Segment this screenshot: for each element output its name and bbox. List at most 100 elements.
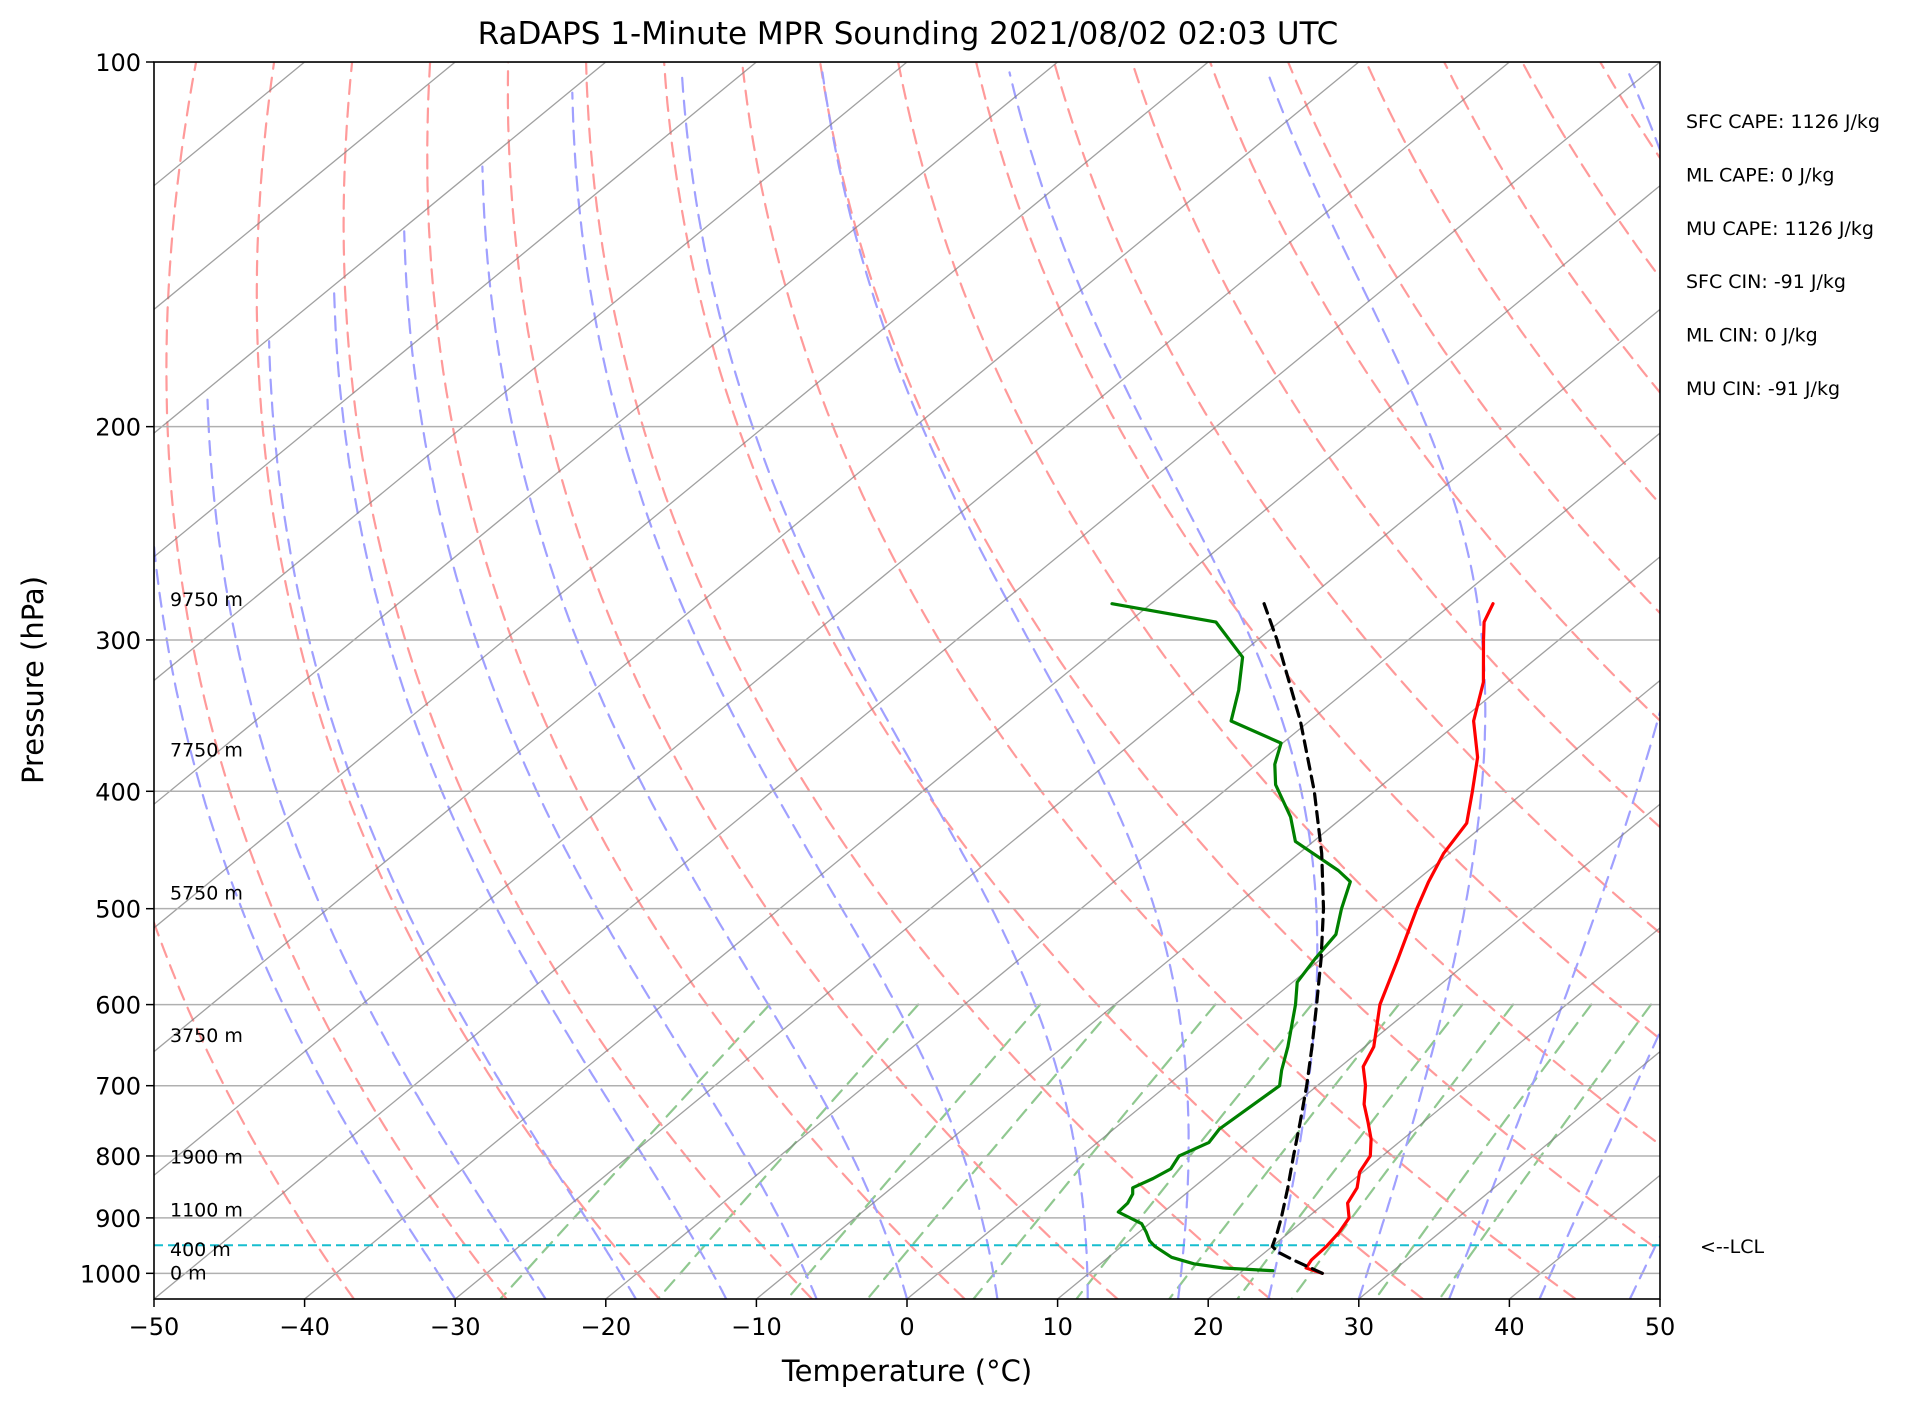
moist-adiabat-line — [571, 91, 999, 1299]
dry-adiabat-line — [1364, 62, 1660, 506]
x-axis-label: Temperature (°C) — [781, 1354, 1032, 1388]
x-axis: −50 −40 −30 −20 −10 0 10 20 30 40 50 — [129, 1299, 1676, 1341]
dry-adiabat-line — [1678, 62, 1925, 1299]
height-label: 7750 m — [170, 739, 243, 761]
dry-adiabat-line — [584, 62, 1272, 1299]
isotherm-line — [1207, 927, 1660, 1299]
y-tick-label: 900 — [95, 1205, 141, 1233]
lcl-label: <--LCL — [1700, 1236, 1764, 1258]
moist-adiabat-line — [1538, 1029, 1660, 1299]
moist-adiabat-line — [1628, 1234, 1660, 1299]
isotherm-line — [154, 62, 456, 311]
isotherm-line — [605, 432, 1660, 1299]
height-label: 1100 m — [170, 1199, 243, 1221]
isotherm-line — [154, 62, 1059, 806]
stability-index: MU CIN: -91 J/kg — [1686, 378, 1840, 400]
isobars — [154, 62, 1660, 1275]
y-tick-label: 300 — [95, 627, 141, 655]
dry-adiabats — [154, 62, 1925, 1299]
height-label: 400 m — [170, 1239, 231, 1261]
y-axis: 100 200 300 400 500 600 700 800 900 1000 — [80, 49, 154, 1288]
dry-adiabat-line — [1599, 62, 1660, 161]
moist-adiabat-line — [403, 230, 818, 1299]
mixing-ratio-line — [1438, 1003, 1653, 1299]
isotherm-line — [1659, 1298, 1660, 1299]
parcel-trace — [1262, 602, 1326, 1275]
isotherm-line — [154, 62, 607, 434]
x-tick-label: 10 — [1042, 1313, 1073, 1341]
isotherm-line — [1508, 1174, 1660, 1299]
moist-adiabat-line — [268, 340, 638, 1299]
isotherm-line — [154, 62, 908, 682]
isotherm-line — [154, 62, 1660, 1299]
isotherm-line — [304, 184, 1660, 1299]
dry-adiabat-line — [1208, 62, 1660, 723]
y-tick-label: 200 — [95, 414, 141, 442]
dry-adiabat-line — [1286, 62, 1660, 615]
moist-adiabats — [154, 71, 1660, 1299]
y-tick-label: 500 — [95, 896, 141, 924]
moist-adiabat-line — [206, 398, 547, 1299]
stability-index: SFC CAPE: 1126 J/kg — [1686, 111, 1880, 133]
y-tick-label: 800 — [95, 1143, 141, 1171]
mixing-ratio-line — [1290, 1003, 1515, 1299]
x-tick-label: −50 — [129, 1313, 180, 1341]
mixing-ratio-line — [1168, 1003, 1400, 1299]
y-tick-label: 1000 — [80, 1260, 141, 1288]
moist-adiabat-line — [821, 71, 1190, 1299]
dry-adiabat-line — [1130, 62, 1660, 829]
isotherm-line — [906, 679, 1660, 1299]
moist-adiabat-line — [1266, 71, 1487, 1299]
x-tick-label: −10 — [731, 1313, 782, 1341]
dry-adiabat-line — [154, 919, 355, 1299]
height-label: 3750 m — [170, 1025, 243, 1047]
dry-adiabat-line — [1756, 62, 1925, 1299]
plot-area — [154, 62, 1925, 1299]
x-tick-label: 0 — [899, 1313, 914, 1341]
dry-adiabat-line — [662, 62, 1425, 1299]
mixing-ratio-line — [866, 1003, 1117, 1299]
dry-adiabat-line — [818, 62, 1660, 1253]
stability-indices: SFC CAPE: 1126 J/kg ML CAPE: 0 J/kg MU CAP… — [1686, 111, 1880, 400]
stability-index: ML CIN: 0 J/kg — [1686, 325, 1818, 347]
y-tick-label: 600 — [95, 992, 141, 1020]
moist-adiabat-line — [680, 71, 1089, 1299]
moist-adiabat-line — [1008, 71, 1319, 1299]
stability-index: MU CAPE: 1126 J/kg — [1686, 218, 1874, 240]
x-tick-label: 50 — [1645, 1313, 1676, 1341]
y-tick-label: 400 — [95, 778, 141, 806]
isotherm-line — [154, 62, 757, 558]
dry-adiabat-line — [740, 62, 1577, 1299]
isotherm-line — [755, 555, 1660, 1299]
x-tick-label: −20 — [580, 1313, 631, 1341]
chart-title: RaDAPS 1-Minute MPR Sounding 2021/08/02 … — [478, 16, 1339, 52]
dry-adiabat-line — [1443, 62, 1660, 395]
dry-adiabat-line — [506, 62, 1119, 1299]
isotherm-line — [454, 308, 1660, 1299]
x-tick-label: 20 — [1193, 1313, 1224, 1341]
dry-adiabat-line — [255, 62, 661, 1299]
mixing-ratio-line — [1374, 1003, 1593, 1299]
mixing-ratio-line — [499, 1003, 771, 1299]
dry-adiabat-line — [896, 62, 1660, 1147]
mixing-ratio-line — [1075, 1003, 1313, 1299]
x-tick-label: −40 — [279, 1313, 330, 1341]
dry-adiabat-line — [974, 62, 1660, 1041]
dry-adiabat-line — [426, 62, 966, 1299]
isotherm-line — [154, 62, 1209, 929]
isotherms — [154, 62, 1660, 1299]
dry-adiabat-line — [1834, 62, 1925, 1299]
mixing-ratio-line — [656, 1003, 920, 1299]
y-tick-label: 700 — [95, 1073, 141, 1101]
x-tick-label: 30 — [1344, 1313, 1375, 1341]
isotherm-line — [154, 62, 1360, 1053]
moist-adiabat-line — [1448, 71, 1660, 1299]
isotherm-line — [1358, 1050, 1660, 1299]
x-tick-label: −30 — [430, 1313, 481, 1341]
height-label: 5750 m — [170, 883, 243, 905]
moist-adiabat-line — [481, 165, 909, 1299]
stability-index: ML CAPE: 0 J/kg — [1686, 164, 1834, 186]
moist-adiabat-line — [154, 535, 457, 1299]
height-label: 0 m — [170, 1262, 207, 1284]
